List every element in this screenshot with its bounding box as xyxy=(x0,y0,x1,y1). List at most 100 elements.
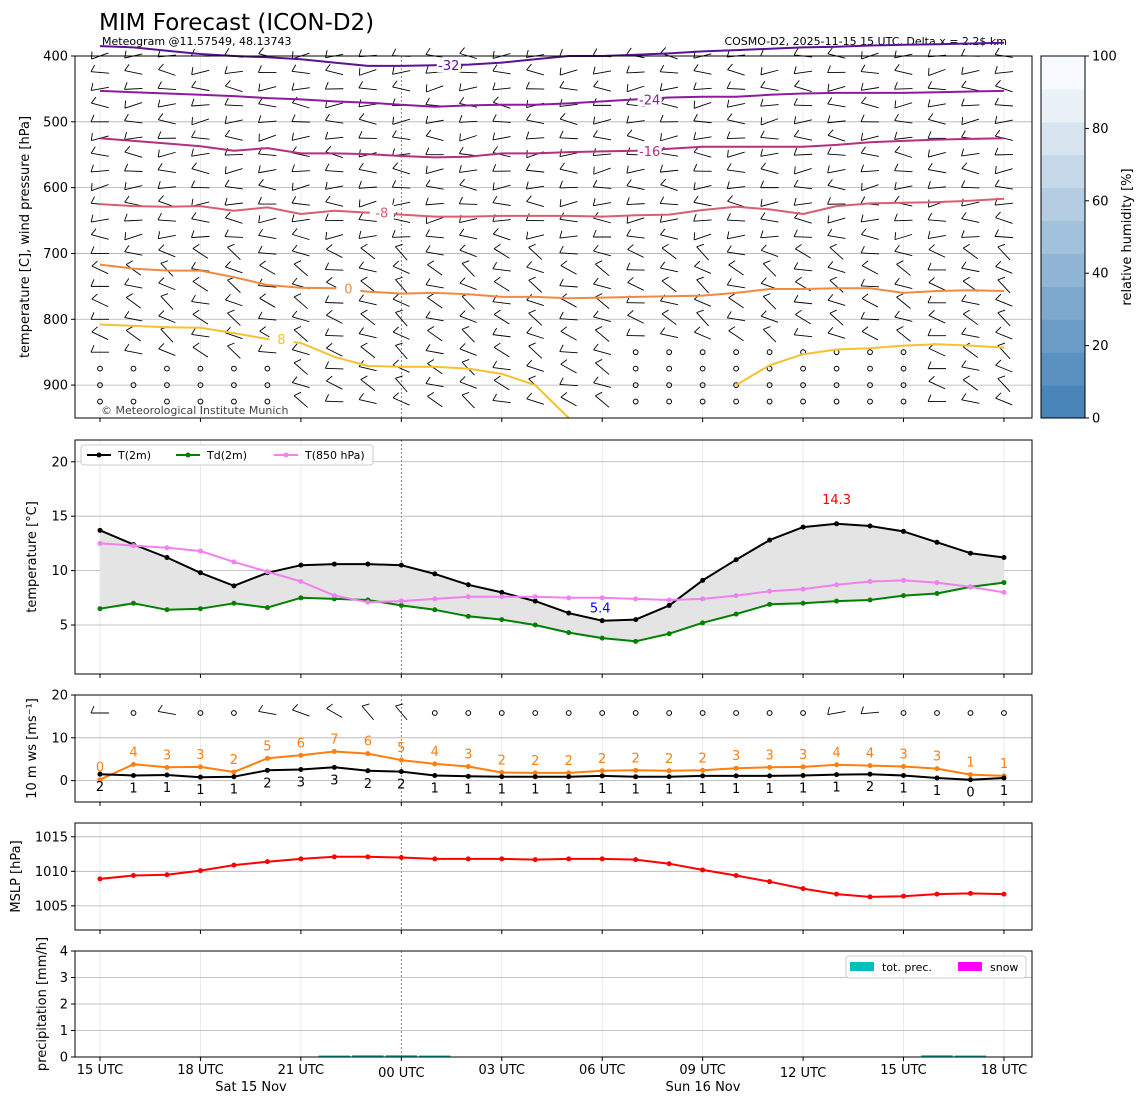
temperature-series-point xyxy=(265,605,270,610)
wind-barb-shaft xyxy=(928,104,946,107)
wind-barb-shaft xyxy=(258,154,276,156)
wind-barb-shaft xyxy=(560,219,578,222)
calm-wind-circle xyxy=(633,399,638,404)
wind-barb xyxy=(259,84,276,92)
wind-barb-shaft xyxy=(660,301,678,305)
wind-barb-shaft xyxy=(227,346,240,359)
y-axis-label: temperature [C], wind pressure [hPa] xyxy=(18,116,33,358)
wind-barb-shaft xyxy=(426,136,443,141)
wind-barb-feather xyxy=(426,166,427,174)
wind-barb xyxy=(929,376,945,389)
wind-barb-shaft xyxy=(158,235,176,238)
wind-barb-shaft xyxy=(929,69,946,75)
time-tick-label: 15 UTC xyxy=(77,1063,123,1078)
wind-barb-feather xyxy=(527,64,532,70)
wind-barb-feather xyxy=(326,310,332,315)
wind-barb xyxy=(761,213,779,222)
wind-barb-feather xyxy=(259,84,260,92)
wind-barb xyxy=(459,229,477,239)
wind-barb-feather xyxy=(124,82,127,89)
wind-barb-feather xyxy=(426,230,430,237)
wind-barb-feather xyxy=(193,343,199,347)
colorbar-tick-label: 60 xyxy=(1092,194,1109,209)
mslp-series-point xyxy=(298,856,303,861)
wind-barb-shaft xyxy=(729,265,744,275)
gust-series-point xyxy=(399,758,404,763)
wind-barb xyxy=(359,328,377,338)
wind-barb-shaft xyxy=(359,400,377,404)
wind-barb xyxy=(962,81,980,91)
wind-barb-feather xyxy=(125,132,127,139)
wind-barb-feather xyxy=(628,310,634,315)
wind-barb-feather xyxy=(158,64,163,70)
wind-barb-shaft xyxy=(326,103,343,108)
wind-barb-shaft xyxy=(529,280,542,292)
wind-barb-feather xyxy=(761,278,766,284)
wind-barb xyxy=(159,343,176,355)
temperature-series-point xyxy=(231,583,236,588)
legend-label: tot. prec. xyxy=(882,961,932,974)
wind-barb xyxy=(462,392,475,408)
wind-barb-feather xyxy=(727,163,731,170)
isotherm-label: 8 xyxy=(277,333,285,348)
wind-barb-feather xyxy=(560,163,564,169)
wind-barb-feather xyxy=(560,81,564,88)
wind-barb-feather xyxy=(828,98,832,104)
wind-barb-feather xyxy=(159,245,164,250)
wind-barb xyxy=(259,134,276,142)
wind-barb-shaft xyxy=(427,331,442,341)
wind-barb-feather xyxy=(962,149,964,156)
calm-wind-circle xyxy=(566,711,571,716)
temperature-series-point xyxy=(131,601,136,606)
wind-barb xyxy=(761,67,778,75)
wind-barb xyxy=(260,261,276,275)
windspeed-series-point xyxy=(901,773,906,778)
wind-barb-feather xyxy=(392,180,395,187)
wind-barb-shaft xyxy=(862,332,878,340)
wind-barb xyxy=(426,344,444,353)
wind-barb xyxy=(560,231,578,238)
wind-barb-feather xyxy=(460,83,461,90)
wind-barb-feather xyxy=(292,165,295,172)
wind-barb-shaft xyxy=(727,220,745,221)
wind-barb xyxy=(861,147,879,157)
y-tick-label: 10 xyxy=(51,564,68,579)
temperature-series-point xyxy=(98,528,103,533)
wind-barb xyxy=(560,246,578,254)
temperature-series-point xyxy=(198,549,203,554)
temperature-series-point xyxy=(1001,590,1006,595)
wind-barb xyxy=(326,50,344,57)
wind-barb-feather xyxy=(595,327,602,330)
windspeed-series-point xyxy=(231,774,236,779)
gust-series-point xyxy=(633,768,638,773)
wind-barb-feather xyxy=(393,360,399,365)
wind-barb-shaft xyxy=(761,105,779,107)
mslp-series-point xyxy=(901,894,906,899)
wind-barb xyxy=(861,246,879,254)
wind-barb-feather xyxy=(426,130,431,136)
temperature-series-point xyxy=(901,593,906,598)
temperature-series-point xyxy=(365,600,370,605)
wind-barb-feather xyxy=(928,263,931,270)
gust-value-label: 2 xyxy=(230,753,238,768)
figure-title: MIM Forecast (ICON-D2) xyxy=(99,10,374,36)
wind-barb xyxy=(225,261,242,273)
wind-barb-shaft xyxy=(962,202,980,206)
wind-barb-shaft xyxy=(161,296,173,309)
wind-barb-feather xyxy=(761,199,762,207)
wind-barb xyxy=(660,229,677,239)
y-tick-label: 0 xyxy=(60,1051,68,1066)
wind-barb-shaft xyxy=(225,237,243,238)
wind-barb-shaft xyxy=(728,70,745,76)
wind-barb-feather xyxy=(460,245,465,250)
mslp-series-point xyxy=(935,892,940,897)
wind-barb-feather xyxy=(795,277,801,281)
wind-barb-shaft xyxy=(191,105,209,106)
temperature-series-point xyxy=(600,618,605,623)
wind-barb xyxy=(225,116,243,123)
wind-barb-feather xyxy=(727,311,731,317)
gust-value-label: 5 xyxy=(397,741,405,756)
wind-barb-feather xyxy=(493,51,494,59)
temperature-series-point xyxy=(834,521,839,526)
wind-barb-feather xyxy=(794,148,797,155)
